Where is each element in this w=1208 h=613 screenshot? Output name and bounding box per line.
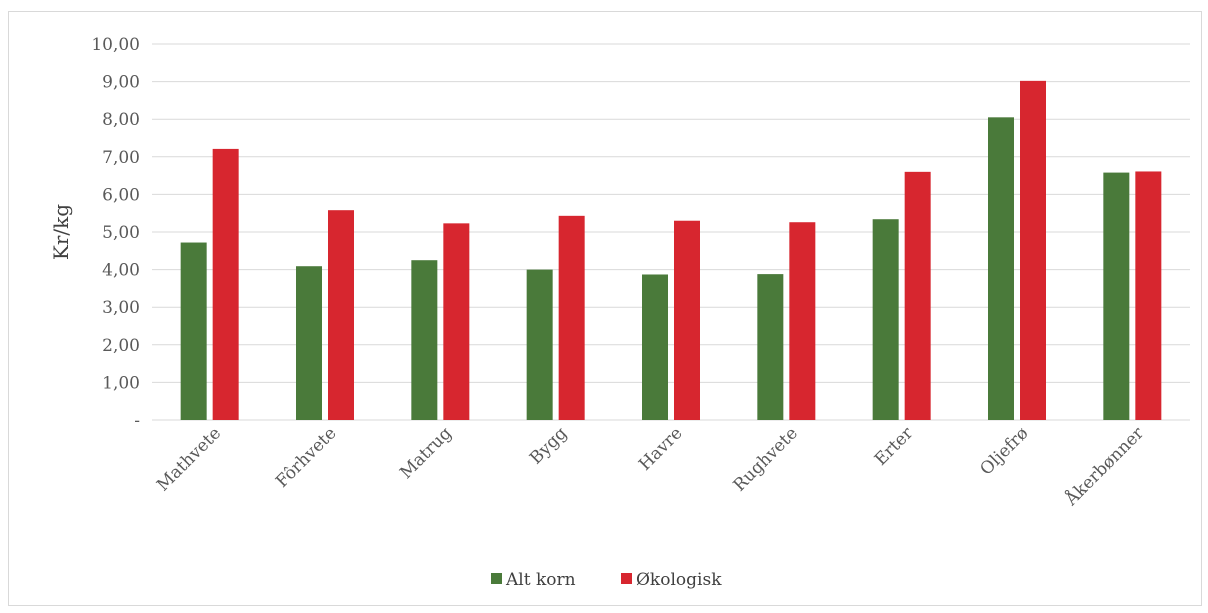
y-tick-label: - (134, 411, 140, 431)
bar-alt-korn (988, 117, 1014, 420)
y-axis-label: Kr/kg (49, 204, 73, 260)
bar-okologisk (1135, 171, 1162, 420)
bar-alt-korn (411, 260, 438, 420)
legend-swatch (491, 573, 502, 584)
bar-alt-korn (757, 274, 784, 420)
y-tick-label: 5,00 (102, 223, 140, 243)
gridlines (152, 43, 1190, 421)
category-label: Åkerbønner (1060, 422, 1148, 510)
category-label: Fôrhvete (272, 423, 340, 491)
y-tick-label: 2,00 (102, 336, 140, 356)
category-label: Bygg (526, 423, 571, 468)
bar-alt-korn (180, 242, 207, 420)
y-tick-label: 10,00 (91, 35, 140, 55)
y-tick-label: 8,00 (102, 110, 140, 130)
bar-okologisk (328, 210, 354, 420)
category-label: Mathvete (153, 423, 225, 495)
bar-alt-korn (1103, 172, 1130, 420)
y-tick-label: 1,00 (102, 373, 140, 393)
category-labels: Mathvete Fôrhvete Matrug Bygg Havre Rughvete E… (153, 422, 1148, 510)
legend-label: Økologisk (636, 570, 722, 590)
bar-alt-korn (642, 274, 668, 420)
bar-alt-korn (526, 269, 553, 420)
category-label: Matrug (396, 423, 456, 483)
legend: Alt korn Økologisk (491, 570, 722, 590)
y-tick-label: 3,00 (102, 298, 140, 318)
bar-alt-korn (872, 219, 899, 420)
bar-okologisk (212, 148, 239, 421)
category-label: Havre (635, 423, 686, 474)
bar-okologisk (789, 222, 816, 420)
bar-alt-korn (296, 266, 322, 420)
bar-okologisk (1020, 80, 1046, 421)
y-tick-label: 7,00 (102, 148, 140, 168)
bars (180, 80, 1162, 421)
bar-okologisk (904, 171, 931, 420)
bar-okologisk (558, 215, 585, 420)
category-label: Oljefrø (976, 423, 1032, 479)
legend-swatch (621, 573, 632, 584)
y-tick-label: 9,00 (102, 73, 140, 93)
bar-okologisk (674, 220, 700, 420)
y-tick-label: 6,00 (102, 185, 140, 205)
y-tick-label: 4,00 (102, 261, 140, 281)
category-label: Erter (871, 423, 918, 470)
bar-okologisk (443, 223, 470, 420)
category-label: Rughvete (730, 423, 802, 495)
legend-label: Alt korn (505, 570, 576, 590)
y-axis-ticks: - 1,00 2,00 3,00 4,00 5,00 6,00 7,00 8,00 9,00 10,… (91, 35, 140, 431)
